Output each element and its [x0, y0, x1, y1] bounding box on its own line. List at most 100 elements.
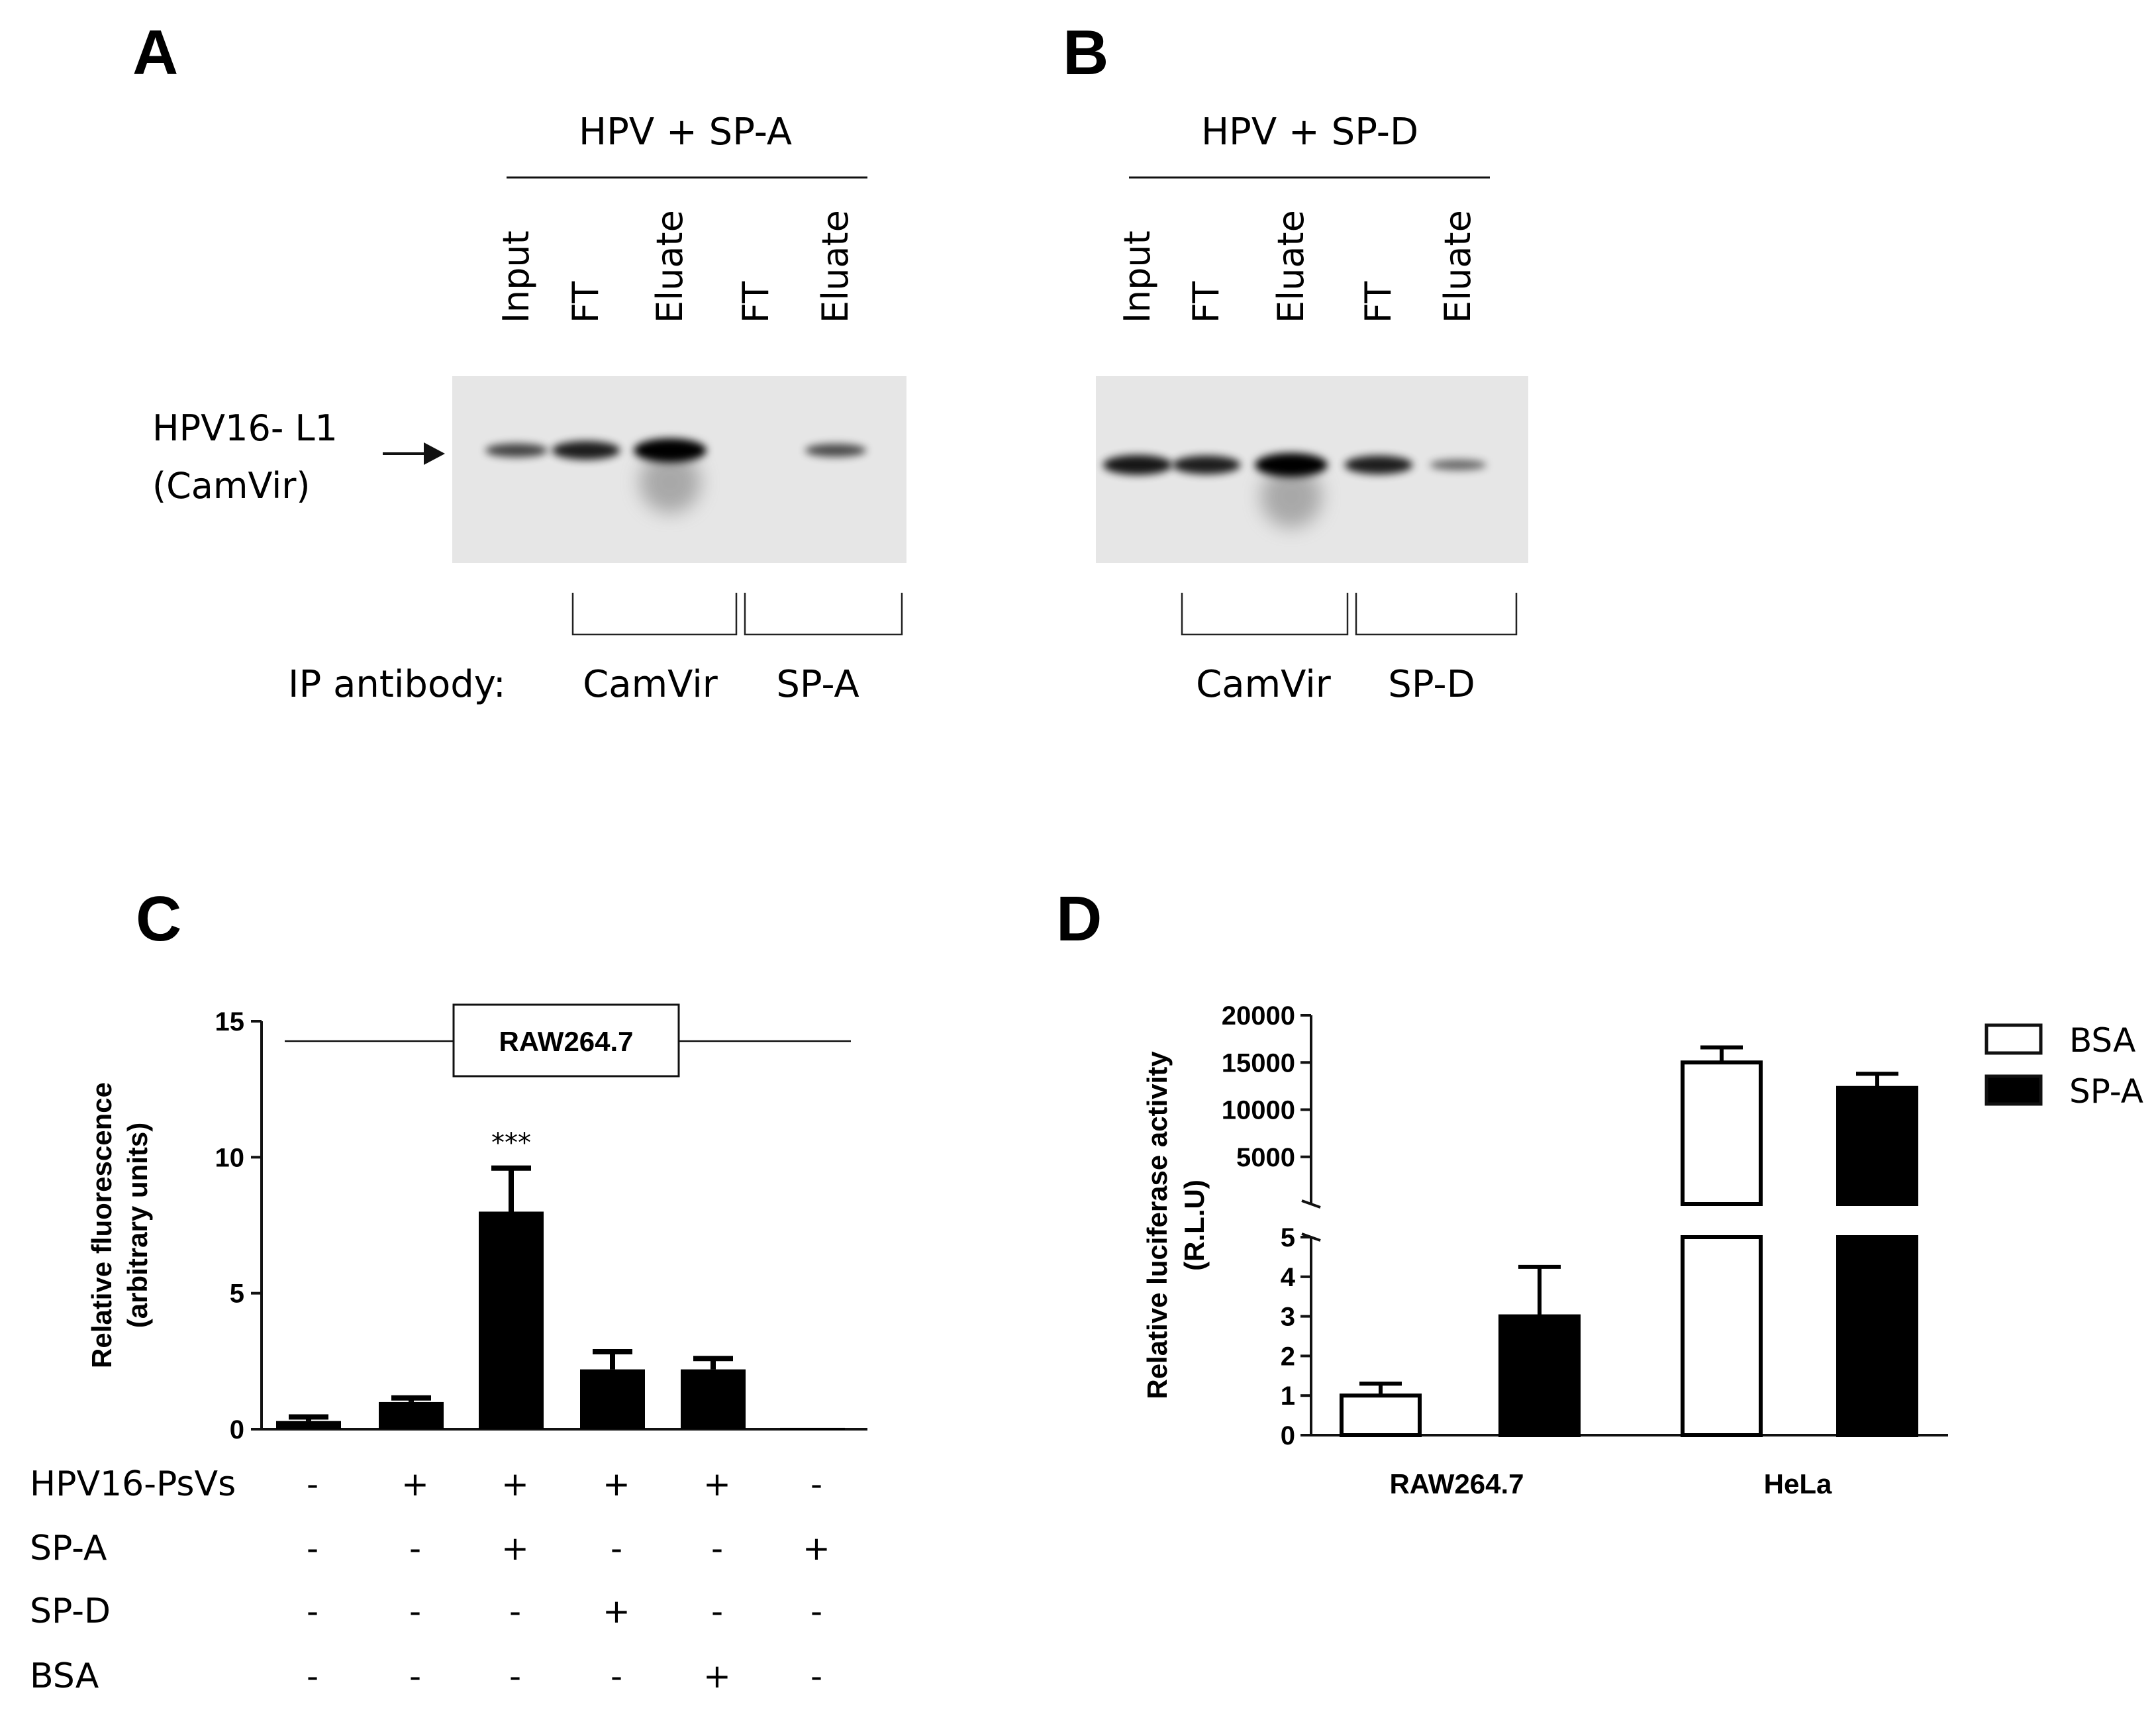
condition-sign: - — [611, 1657, 622, 1695]
panel-a-bands — [485, 438, 867, 513]
panel-a-lane-label-3: Eluate — [649, 210, 691, 323]
condition-sign: - — [307, 1657, 318, 1695]
panel-b-ip-group-1: CamVir — [1196, 663, 1332, 706]
panel-d-ylabel-line2: (R.L.U) — [1179, 1180, 1210, 1271]
panel-label-b: B — [1063, 17, 1108, 88]
panel-c-bars: *** — [276, 1128, 845, 1430]
panel-b-band-core-4 — [1344, 455, 1413, 475]
panel-c-y-tick-label: 15 — [215, 1007, 245, 1036]
panel-d-bar-hela-bsa-upper-segment — [1681, 1060, 1763, 1206]
panel-a-lane-label-2: FT — [565, 281, 607, 323]
condition-name-3: SP-D — [30, 1591, 111, 1631]
band-arrow-icon — [424, 442, 445, 465]
panel-b-bracket-2 — [1355, 593, 1518, 636]
panel-b-lane-label-1: Input — [1116, 230, 1158, 323]
panel-c-y-tick-label: 0 — [230, 1415, 244, 1444]
panel-a-lane-label-4: FT — [735, 281, 777, 323]
panel-d-y-tick-label: 2 — [1281, 1342, 1295, 1371]
panel-b-band-smear-3 — [1260, 466, 1322, 528]
condition-sign: - — [307, 1465, 318, 1503]
condition-sign: - — [810, 1657, 822, 1695]
panel-b-band-core-3 — [1255, 453, 1328, 477]
panel-b-band-5 — [1430, 459, 1487, 471]
panel-a-band-core-5 — [805, 444, 867, 457]
panel-b-ip-group-2: SP-D — [1388, 663, 1475, 706]
panel-b-lane-labels: Input FT Eluate FT Eluate — [1116, 210, 1479, 323]
panel-c-condition-table: HPV16-PsVs - + + + + - SP-A - - + - - + SP-D - - - + - - BSA -… — [30, 1464, 830, 1696]
panel-c-inset-label: RAW264.7 — [499, 1026, 633, 1057]
panel-d-legend: BSA SP-A — [1984, 1021, 2143, 1111]
legend-label-spa: SP-A — [2069, 1072, 2143, 1111]
panel-a-ip-group-1: CamVir — [583, 663, 718, 706]
condition-sign: + — [703, 1465, 731, 1503]
panel-d-bars — [1340, 1045, 1918, 1437]
panel-d-bar-hela-spa — [1836, 1072, 1918, 1437]
panel-b-lane-label-2: FT — [1185, 281, 1227, 323]
panel-c-bar-1 — [276, 1421, 341, 1429]
condition-sign: - — [611, 1529, 622, 1568]
panel-label-a: A — [132, 17, 178, 88]
panel-c-bar-6 — [780, 1427, 845, 1430]
condition-sign: - — [409, 1529, 421, 1568]
condition-sign: - — [307, 1529, 318, 1568]
panel-d-category-label-1: RAW264.7 — [1389, 1468, 1524, 1499]
legend-label-bsa: BSA — [2069, 1021, 2135, 1060]
panel-d-break-mark-1 — [1301, 1199, 1321, 1209]
panel-a-band-smear-3 — [639, 451, 701, 513]
band-label-line2: (CamVir) — [152, 465, 311, 507]
panel-d-y-tick-label: 15000 — [1222, 1048, 1295, 1078]
panel-d-bar-hela-spa-lower-segment — [1836, 1235, 1918, 1437]
panel-b-band-core-5 — [1430, 459, 1487, 471]
condition-sign: - — [509, 1657, 521, 1695]
panel-c-bar-5 — [681, 1369, 746, 1429]
panel-c-y-tick-label: 10 — [215, 1143, 245, 1172]
panel-c-y-tick-label: 5 — [230, 1280, 244, 1309]
panel-a-blot: HPV + SP-A Input FT Eluate FT Eluate HPV16- … — [152, 111, 906, 706]
panel-c-ylabel-line2: (arbitrary units) — [122, 1123, 153, 1328]
panel-d-bar-raw2647-bsa-body — [1340, 1393, 1422, 1437]
panel-a-group-label: HPV + SP-A — [579, 111, 792, 154]
panel-a-band-5 — [805, 444, 867, 457]
panel-b-band-2 — [1172, 455, 1241, 475]
condition-sign: - — [307, 1592, 318, 1631]
condition-sign: + — [603, 1465, 630, 1503]
panel-b-band-core-2 — [1172, 455, 1241, 475]
panel-d-category-label-2: HeLa — [1764, 1468, 1832, 1499]
panel-a-bracket-2 — [744, 593, 903, 636]
panel-d-y-tick-label: 1 — [1281, 1382, 1295, 1411]
panel-c-bar-4 — [580, 1369, 645, 1429]
legend-swatch-spa — [1984, 1074, 2043, 1106]
condition-sign: - — [711, 1592, 723, 1631]
panel-b-lane-label-5: Eluate — [1437, 210, 1479, 323]
panel-a-band-core-2 — [552, 440, 620, 460]
condition-sign: - — [810, 1465, 822, 1503]
panel-c-bar-3 — [479, 1211, 544, 1429]
panel-b-bands — [1102, 453, 1487, 528]
panel-d-y-ticks: 0 1 2 3 4 5 5000 10000 15000 20000 — [1222, 1001, 1311, 1450]
condition-sign: + — [703, 1657, 731, 1695]
condition-sign: - — [509, 1592, 521, 1631]
panel-d-y-tick-label: 0 — [1281, 1421, 1295, 1450]
panel-d-bar-hela-spa-upper-segment — [1836, 1085, 1918, 1206]
condition-sign: + — [603, 1592, 630, 1631]
legend-swatch-bsa — [1984, 1023, 2043, 1055]
panel-a-band-core-1 — [485, 443, 548, 458]
panel-d-y-tick-label: 4 — [1281, 1263, 1296, 1292]
condition-sign: + — [803, 1529, 830, 1568]
condition-sign: + — [501, 1529, 529, 1568]
panel-b-group-label: HPV + SP-D — [1201, 111, 1418, 154]
condition-name-1: HPV16-PsVs — [30, 1464, 236, 1504]
panel-b-lane-label-4: FT — [1357, 281, 1399, 323]
panel-d-y-tick-label: 3 — [1281, 1303, 1295, 1332]
panel-d-y-tick-label: 5 — [1281, 1223, 1295, 1252]
panel-b-band-3 — [1255, 453, 1328, 528]
panel-d-bar-raw2647-spa — [1498, 1264, 1581, 1437]
panel-a-band-1 — [485, 443, 548, 458]
panel-c-chart: 0 5 10 15 Relative fluorescence (arbitrary … — [30, 1003, 867, 1696]
panel-c-inset-box — [452, 1003, 680, 1078]
panel-a-lane-label-5: Eluate — [814, 210, 856, 323]
panel-d-bar-hela-bsa-lower-segment — [1681, 1235, 1763, 1437]
panel-c-significance-label: *** — [491, 1128, 531, 1158]
panel-a-lane-label-1: Input — [495, 230, 537, 323]
